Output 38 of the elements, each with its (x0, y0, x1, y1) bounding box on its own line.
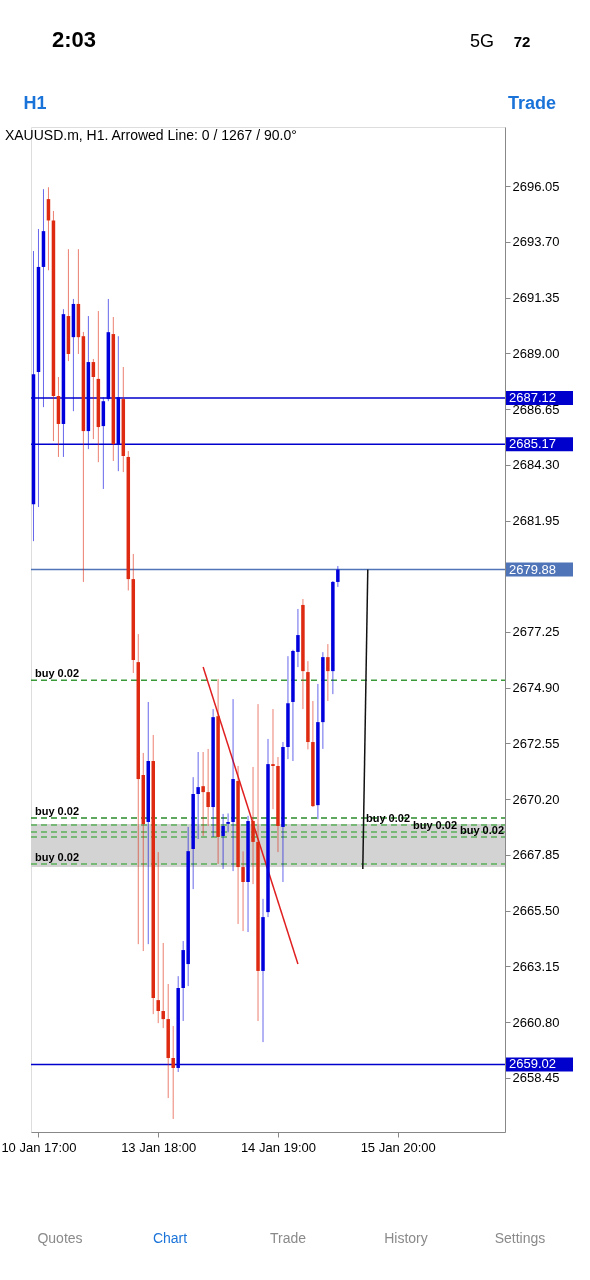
text: H1 (23, 93, 47, 113)
ref-line-label: 2685.17 (509, 436, 556, 452)
ref-line-label: buy 0.02 (413, 818, 458, 831)
text: 2:03 (51, 27, 97, 52)
text: 5G (469, 31, 495, 51)
text: 72 (513, 33, 531, 50)
y-tick-label: 2667.85 (512, 847, 560, 863)
text: Trade (507, 93, 557, 113)
y-tick-label: 2660.80 (512, 1014, 560, 1030)
text: Chart (152, 1230, 188, 1246)
ref-line-label: buy 0.02 (35, 667, 80, 680)
y-tick-label: 2689.00 (512, 345, 560, 361)
y-tick-label: 2670.20 (512, 791, 560, 807)
y-tick-label: 2693.70 (512, 234, 560, 250)
y-tick-label: 2684.30 (512, 457, 560, 473)
y-tick-label: 2691.35 (512, 290, 560, 306)
ref-line-label: buy 0.02 (460, 823, 505, 836)
text: Settings (494, 1230, 546, 1246)
text: Trade (269, 1230, 307, 1246)
y-tick-label: 2665.50 (512, 903, 560, 919)
x-tick-label: 14 Jan 19:00 (240, 1139, 317, 1155)
y-tick-label: 2696.05 (512, 178, 560, 194)
chart-title: XAUUSD.m, H1. Arrowed Line: 0 / 1267 / 90.0° (4, 127, 297, 143)
x-tick-label: 15 Jan 20:00 (360, 1139, 436, 1155)
y-tick-label: 2672.55 (512, 735, 560, 751)
x-tick-label: 10 Jan 17:00 (1, 1139, 77, 1155)
ref-line-label: 2679.88 (509, 561, 556, 577)
ref-line-label: 2659.02 (509, 1056, 556, 1072)
y-tick-label: 2658.45 (512, 1070, 560, 1086)
y-tick-label: 2677.25 (512, 624, 560, 640)
y-tick-label: 2681.95 (512, 513, 560, 529)
text: History (384, 1230, 428, 1246)
text: Quotes (37, 1230, 83, 1246)
y-tick-label: 2663.15 (512, 958, 560, 974)
ref-line-label: buy 0.02 (35, 804, 80, 817)
y-tick-label: 2674.90 (512, 680, 560, 696)
x-tick-label: 13 Jan 18:00 (121, 1139, 197, 1155)
ref-line-label: buy 0.02 (35, 850, 80, 863)
